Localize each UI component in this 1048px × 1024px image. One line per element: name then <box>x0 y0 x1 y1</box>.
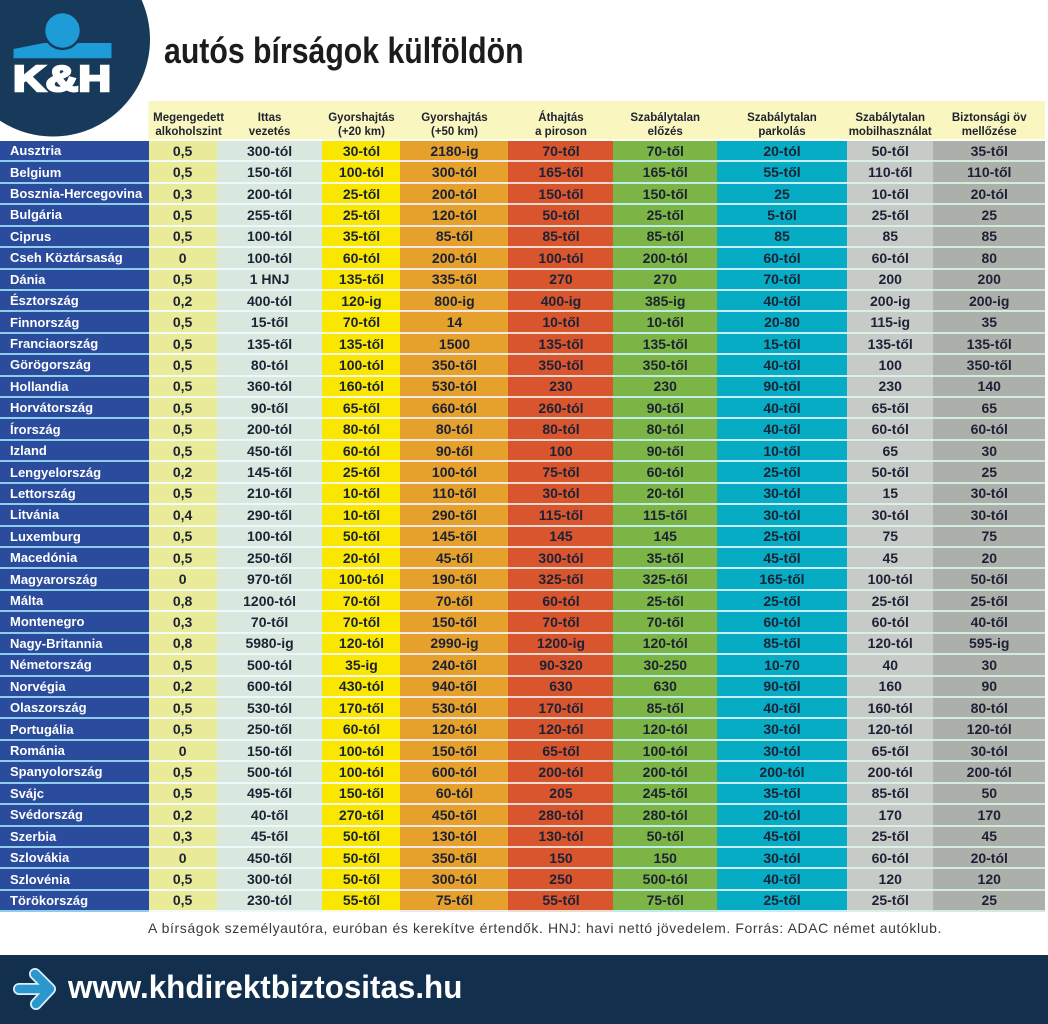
svg-text:K&H: K&H <box>13 58 111 99</box>
